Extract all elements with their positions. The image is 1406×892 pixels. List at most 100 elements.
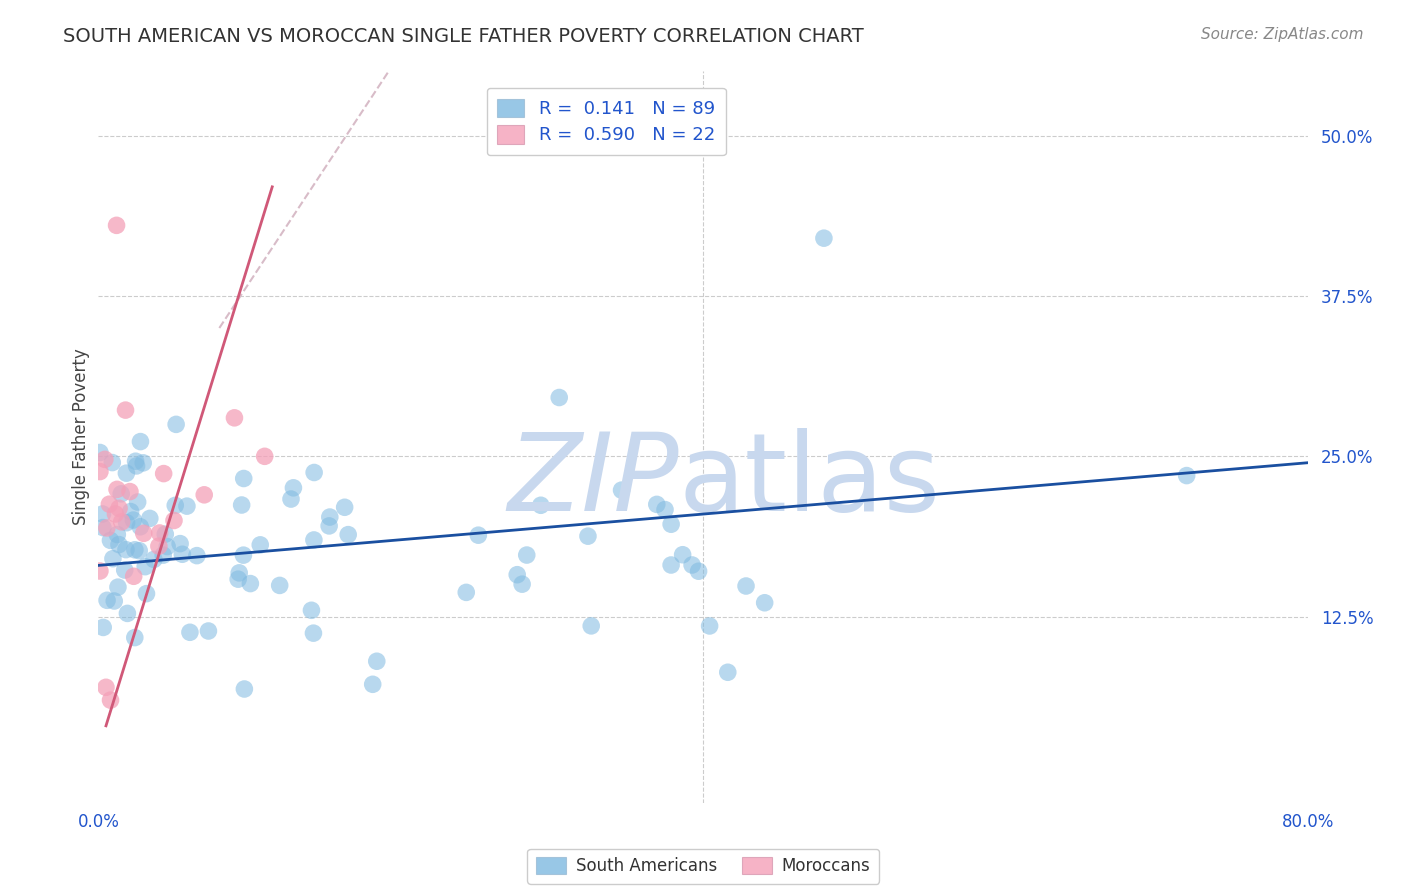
Point (165, 499, 187, 513)
Text: ZIP: ZIP (508, 428, 679, 533)
Point (96, 521, 118, 535)
Point (506, 567, 529, 582)
Point (645, 497, 668, 511)
Point (108, 501, 131, 516)
Point (120, 505, 142, 519)
Point (129, 520, 152, 534)
Point (91, 620, 114, 634)
Text: atlas: atlas (679, 428, 941, 534)
Point (302, 626, 325, 640)
Point (135, 587, 157, 601)
Point (134, 559, 156, 574)
Point (101, 551, 124, 566)
Point (155, 527, 177, 541)
Point (717, 665, 740, 680)
Point (101, 456, 124, 470)
Point (318, 519, 340, 533)
Point (579, 619, 602, 633)
Point (302, 466, 325, 480)
Point (163, 514, 186, 528)
Point (699, 619, 721, 633)
Point (100, 533, 122, 548)
Point (610, 483, 633, 497)
Point (132, 456, 155, 470)
Point (103, 594, 125, 608)
Point (516, 548, 538, 562)
Point (576, 529, 599, 543)
Point (117, 607, 139, 621)
Point (98, 497, 121, 511)
Point (193, 488, 215, 502)
Point (681, 558, 703, 572)
Point (302, 533, 325, 547)
Point (283, 481, 305, 495)
Point (269, 578, 291, 592)
Point (124, 542, 146, 557)
Point (176, 499, 198, 513)
Point (132, 526, 155, 541)
Point (129, 434, 152, 449)
Point (232, 471, 254, 485)
Point (548, 391, 571, 405)
Point (156, 540, 179, 554)
Point (186, 549, 208, 563)
Point (659, 517, 682, 532)
Point (735, 579, 758, 593)
Point (813, 231, 835, 245)
Point (233, 681, 256, 696)
Point (124, 631, 146, 645)
Point (125, 458, 148, 473)
Point (139, 511, 162, 525)
Point (197, 624, 219, 638)
Point (105, 483, 128, 497)
Point (148, 539, 170, 553)
Point (172, 547, 194, 561)
Point (110, 487, 132, 501)
Point (169, 536, 191, 550)
Text: SOUTH AMERICAN VS MOROCCAN SINGLE FATHER POVERTY CORRELATION CHART: SOUTH AMERICAN VS MOROCCAN SINGLE FATHER… (63, 27, 865, 45)
Legend: R =  0.141   N = 89, R =  0.590   N = 22: R = 0.141 N = 89, R = 0.590 N = 22 (486, 87, 725, 155)
Point (688, 564, 710, 578)
Point (122, 513, 145, 527)
Point (94, 681, 117, 695)
Point (142, 552, 165, 566)
Point (91, 520, 114, 534)
Point (89, 465, 111, 479)
Point (118, 484, 141, 499)
Point (165, 417, 187, 432)
Point (105, 219, 128, 233)
Text: Source: ZipAtlas.com: Source: ZipAtlas.com (1201, 27, 1364, 42)
Point (659, 558, 682, 572)
Point (91, 507, 114, 521)
Point (510, 577, 533, 591)
Point (319, 510, 342, 524)
Point (108, 538, 131, 552)
Point (89, 564, 111, 578)
Point (128, 543, 150, 558)
Point (226, 572, 249, 586)
Point (366, 654, 388, 668)
Point (672, 548, 695, 562)
Point (228, 566, 250, 580)
Point (361, 677, 384, 691)
Y-axis label: Single Father Poverty: Single Father Poverty (72, 349, 90, 525)
Point (754, 596, 776, 610)
Point (239, 576, 262, 591)
Point (253, 450, 276, 464)
Point (122, 569, 145, 583)
Point (89, 445, 111, 459)
Point (115, 516, 138, 530)
Point (1175, 468, 1198, 483)
Point (107, 580, 129, 594)
Point (654, 502, 676, 516)
Point (249, 538, 271, 552)
Point (301, 603, 323, 617)
Point (224, 410, 246, 425)
Point (530, 498, 553, 512)
Point (104, 507, 127, 521)
Point (114, 563, 136, 577)
Point (232, 548, 254, 562)
Point (337, 527, 360, 541)
Point (105, 527, 128, 541)
Point (149, 526, 172, 541)
